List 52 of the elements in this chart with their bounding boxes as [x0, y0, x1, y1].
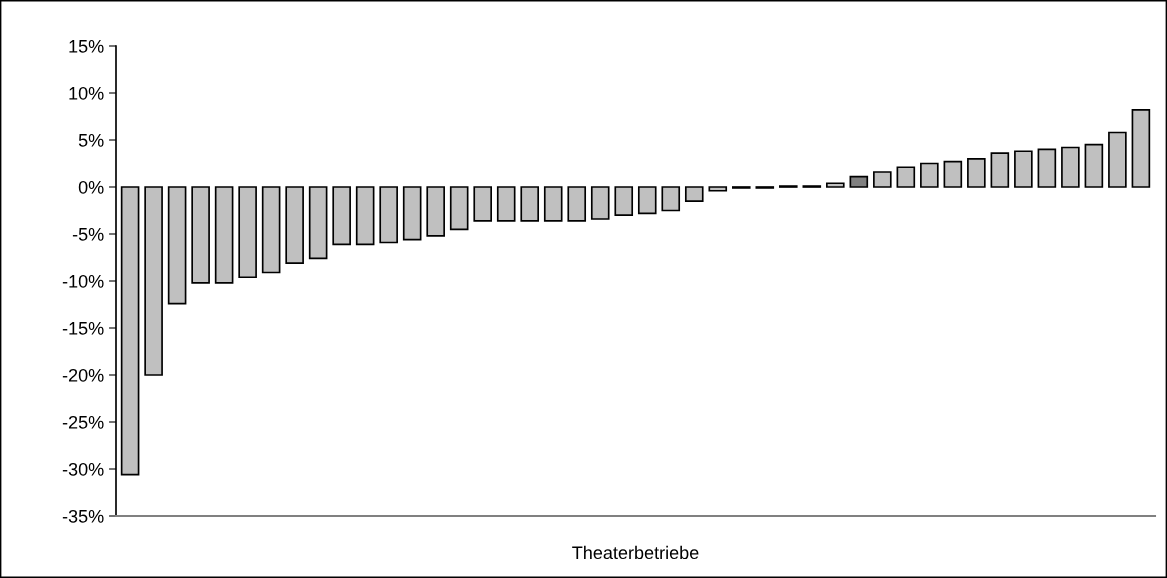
- bar: [567, 186, 587, 222]
- y-tick-label: -10%: [62, 274, 104, 288]
- bar: [990, 152, 1010, 188]
- bar: [1131, 109, 1151, 188]
- bar: [543, 186, 563, 222]
- bar: [520, 186, 540, 222]
- bar: [308, 186, 328, 260]
- bar: [426, 186, 445, 237]
- bar: [120, 186, 140, 476]
- bar: [332, 186, 351, 246]
- bar: [943, 160, 963, 188]
- bar: [614, 186, 634, 217]
- bar: [849, 175, 869, 188]
- bar: [191, 186, 210, 284]
- bar: [590, 186, 610, 220]
- bar: [637, 186, 657, 215]
- y-tick-label: -25%: [62, 415, 104, 429]
- bar: [167, 186, 187, 305]
- bar: [896, 166, 916, 188]
- bar: [1014, 150, 1033, 188]
- bar: [661, 186, 681, 212]
- bar: [238, 186, 257, 279]
- x-axis-title: Theaterbetriebe: [572, 545, 699, 560]
- bar: [1108, 131, 1127, 188]
- y-tick-label: 0%: [78, 180, 104, 194]
- bar: [355, 186, 375, 246]
- y-tick-label: 10%: [69, 86, 104, 100]
- bar: [402, 186, 422, 241]
- y-tick-label: -15%: [62, 322, 104, 335]
- y-tick-label: -30%: [62, 462, 104, 476]
- y-tick-label: -35%: [62, 509, 104, 523]
- bar: [920, 162, 939, 188]
- bar: [873, 171, 892, 188]
- bar: [1061, 146, 1080, 188]
- bar: [473, 186, 493, 222]
- bar: [214, 186, 234, 284]
- bar: [285, 186, 304, 264]
- bar: [496, 186, 516, 222]
- bar: [144, 186, 163, 376]
- bar: [684, 186, 704, 202]
- bar: [1084, 143, 1104, 188]
- y-tick-label: -20%: [62, 368, 104, 382]
- y-tick-label: -5%: [72, 228, 104, 241]
- bar: [967, 157, 986, 188]
- bar: [379, 186, 398, 244]
- bar: [826, 182, 845, 188]
- bar: [708, 186, 728, 192]
- bar: [261, 186, 281, 274]
- y-tick-label: 5%: [78, 134, 104, 147]
- bar: [1037, 148, 1057, 188]
- bar: [449, 186, 469, 231]
- y-tick-label: 15%: [69, 40, 104, 53]
